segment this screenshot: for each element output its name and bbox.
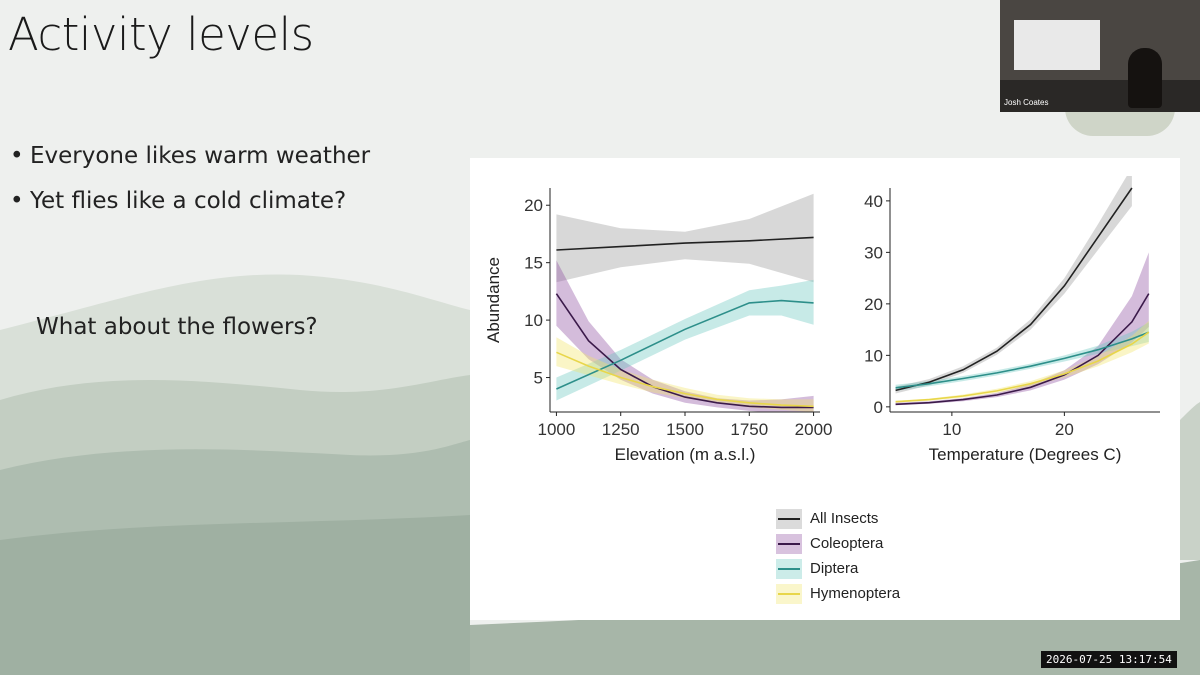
bullet-text: Yet flies like a cold climate? (30, 188, 347, 214)
slide-title: Activity levels (8, 8, 314, 61)
series-line-hymenoptera (895, 331, 1150, 403)
series-line-coleoptera (555, 293, 814, 409)
webcam-projector-screen (1014, 20, 1100, 70)
legend-swatch-line (778, 542, 800, 545)
webcam-person (1128, 48, 1162, 108)
series-line-diptera (556, 299, 814, 390)
x-tick-label: 1250 (602, 420, 640, 439)
legend-item: All Insects (776, 506, 900, 531)
webcam-decoration (1065, 108, 1175, 136)
legend-swatch-line (778, 592, 800, 595)
legend-swatch (776, 533, 802, 554)
x-tick-label: 1750 (730, 420, 768, 439)
recording-timestamp: 2026-07-25 13:17:54 (1041, 651, 1177, 668)
legend-label: Hymenoptera (810, 585, 901, 602)
legend-item: Diptera (776, 556, 900, 581)
legend-swatch-line (778, 517, 800, 520)
confidence-band-coleoptera (895, 252, 1149, 406)
webcam-name: Josh Coates (1004, 98, 1049, 107)
x-tick-label: 2000 (795, 420, 833, 439)
y-tick-label: 15 (524, 254, 543, 273)
chart-legend: All Insects Coleoptera Diptera Hymenoptera (776, 506, 900, 606)
series-line-hymenoptera (556, 351, 814, 408)
y-axis-label: Abundance (484, 257, 503, 343)
legend-swatch (776, 583, 802, 604)
y-tick-label: 10 (524, 311, 543, 330)
confidence-band-coleoptera (556, 260, 814, 412)
legend-swatch (776, 558, 802, 579)
x-tick-label: 10 (942, 420, 961, 439)
y-tick-label: 20 (864, 295, 883, 314)
bullet-text: Everyone likes warm weather (30, 143, 371, 169)
bullet-item: • Yet flies like a cold climate? (10, 179, 370, 224)
chart-figure: 5 10 15 20 1000 1250 1500 1750 2000 Elevation (m … (470, 158, 1180, 620)
y-tick-label: 10 (864, 346, 883, 365)
legend-item: Hymenoptera (776, 581, 900, 606)
y-tick-label: 0 (874, 398, 883, 417)
bullet-glyph: • (10, 188, 24, 214)
y-tick-label: 30 (864, 243, 883, 262)
series-line-all-insects (895, 187, 1133, 392)
confidence-band-all-insects (556, 193, 814, 283)
legend-swatch (776, 508, 802, 529)
legend-label: Coleoptera (810, 535, 884, 552)
chart-svg: 5 10 15 20 1000 1250 1500 1750 2000 Elevation (m … (484, 176, 1160, 464)
bullet-list: • Everyone likes warm weather • Yet flies … (10, 134, 370, 224)
question-text: What about the flowers? (36, 314, 318, 340)
legend-item: Coleoptera (776, 531, 900, 556)
series-line-diptera (895, 331, 1150, 389)
bullet-item: • Everyone likes warm weather (10, 134, 370, 179)
legend-swatch-line (778, 567, 800, 570)
legend-label: Diptera (810, 560, 859, 577)
x-tick-label: 1500 (666, 420, 704, 439)
series-line-all-insects (556, 236, 814, 251)
series-line-coleoptera (895, 293, 1150, 406)
webcam-feed: Josh Coates (1000, 0, 1200, 112)
x-tick-label: 1000 (538, 420, 576, 439)
x-axis-label: Elevation (m a.s.l.) (615, 445, 756, 464)
y-tick-label: 20 (524, 196, 543, 215)
y-tick-label: 40 (864, 192, 883, 211)
legend-label: All Insects (810, 510, 879, 527)
y-tick-label: 5 (534, 369, 543, 388)
x-tick-label: 20 (1055, 420, 1074, 439)
bullet-glyph: • (10, 143, 24, 169)
x-axis-label: Temperature (Degrees C) (929, 445, 1122, 464)
